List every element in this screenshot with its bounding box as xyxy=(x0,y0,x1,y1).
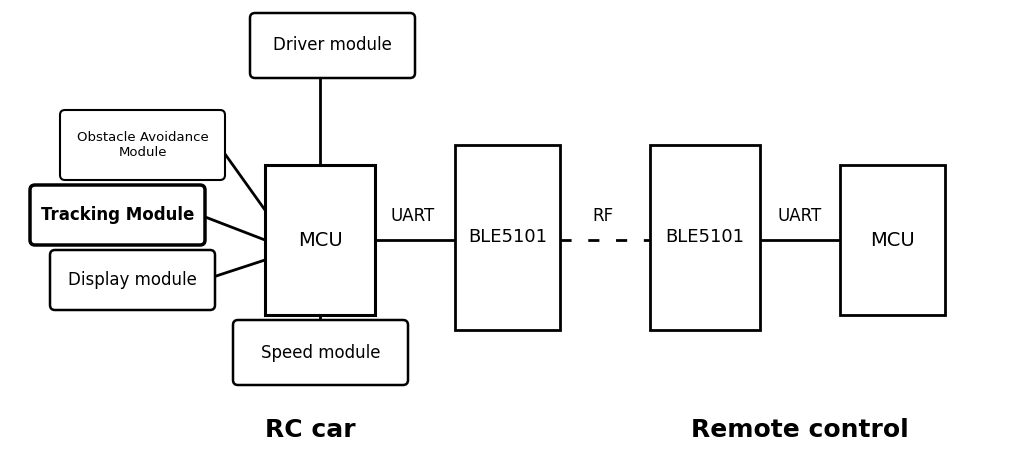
Text: UART: UART xyxy=(778,207,822,225)
FancyBboxPatch shape xyxy=(50,250,215,310)
Text: Display module: Display module xyxy=(68,271,196,289)
Bar xyxy=(455,145,560,330)
Bar xyxy=(840,165,945,315)
Text: BLE5101: BLE5101 xyxy=(468,229,547,246)
Text: UART: UART xyxy=(391,207,435,225)
FancyBboxPatch shape xyxy=(30,185,205,245)
Bar xyxy=(650,145,760,330)
Text: BLE5101: BLE5101 xyxy=(666,229,744,246)
Text: Obstacle Avoidance
Module: Obstacle Avoidance Module xyxy=(77,131,209,159)
Text: Speed module: Speed module xyxy=(261,344,381,362)
Text: Driver module: Driver module xyxy=(273,37,392,55)
Text: RC car: RC car xyxy=(265,418,356,442)
FancyBboxPatch shape xyxy=(60,110,225,180)
Text: RF: RF xyxy=(592,207,613,225)
FancyBboxPatch shape xyxy=(233,320,408,385)
Text: MCU: MCU xyxy=(298,231,342,250)
Text: Remote control: Remote control xyxy=(691,418,909,442)
Text: Tracking Module: Tracking Module xyxy=(40,206,194,224)
Text: MCU: MCU xyxy=(871,231,915,250)
Bar xyxy=(265,165,375,315)
FancyBboxPatch shape xyxy=(250,13,415,78)
